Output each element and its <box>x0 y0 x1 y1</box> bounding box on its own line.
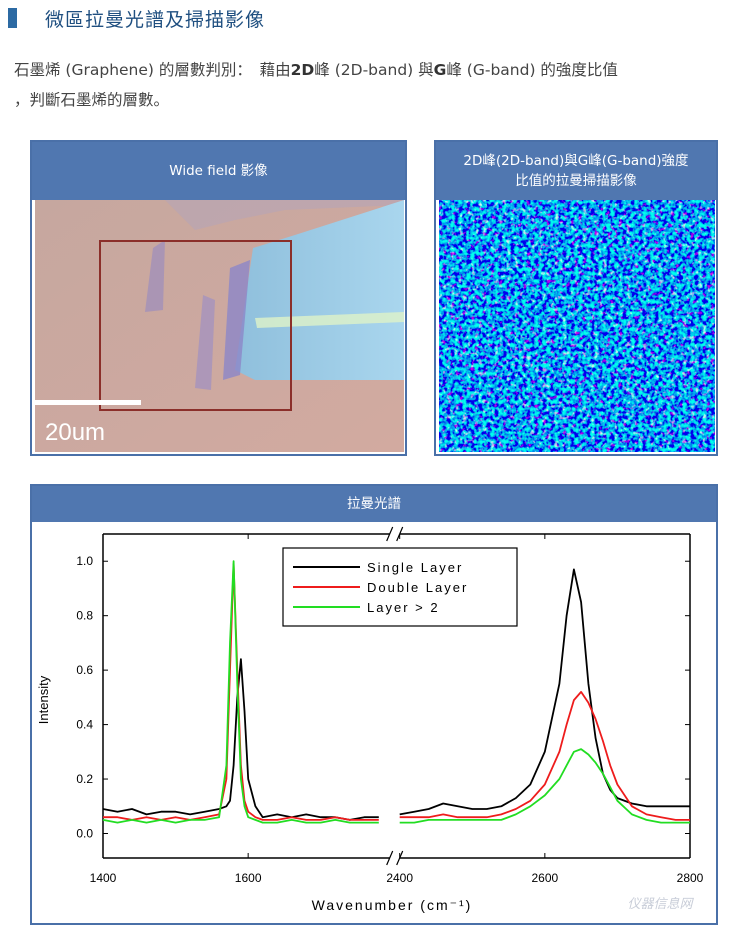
legend-label: Layer > 2 <box>367 600 440 615</box>
image-panel: 2D峰(2D-band)與G峰(G-band)強度 比值的拉曼掃描影像 <box>434 140 718 456</box>
intro-text: G <box>433 61 447 79</box>
flake <box>145 240 165 312</box>
intro-line: 石墨烯 (Graphene) 的層數判別： 藉由2D峰 (2D-band) 與G… <box>14 58 729 80</box>
scale-bar <box>35 400 141 405</box>
panel-header: 2D峰(2D-band)與G峰(G-band)強度 比值的拉曼掃描影像 <box>436 142 716 200</box>
flake <box>223 260 250 380</box>
flake-edge <box>255 312 404 328</box>
intro-text: 峰 (2D-band) 與 <box>314 61 434 79</box>
scale-label: 20um <box>45 419 105 446</box>
series-line <box>399 691 690 821</box>
flake <box>165 200 404 230</box>
map-texture <box>439 200 715 452</box>
y-axis-label: Intensity <box>36 675 51 724</box>
x-tick-label: 2600 <box>531 871 558 885</box>
intro-text: 石墨烯 (Graphene) 的層數判別： 藉由 <box>14 61 291 79</box>
panel-header: Wide field 影像 <box>32 142 405 200</box>
y-tick-label: 0.2 <box>76 772 93 786</box>
y-tick-label: 1.0 <box>76 554 93 568</box>
panel-title: 比值的拉曼掃描影像 <box>515 173 637 189</box>
panel-title: 2D峰(2D-band)與G峰(G-band)強度 <box>463 153 689 169</box>
scan-region <box>99 240 292 411</box>
axis-break <box>386 526 394 542</box>
series-line <box>399 568 690 816</box>
series-line <box>399 748 690 824</box>
intro-text: 2D <box>290 61 315 79</box>
optical-image: 20um <box>35 200 404 452</box>
x-tick-label: 2400 <box>386 871 413 885</box>
intro-text: 峰 (G-band) 的強度比值 <box>446 61 618 79</box>
axis-break <box>386 850 394 866</box>
x-tick-label: 2800 <box>677 871 704 885</box>
y-tick-label: 0.4 <box>76 718 93 732</box>
x-tick-label: 1600 <box>235 871 262 885</box>
x-axis-label: Wavenumber (cm⁻¹) <box>312 897 473 913</box>
raman-map <box>439 200 715 452</box>
x-tick-label: 1400 <box>90 871 117 885</box>
y-tick-label: 0.8 <box>76 609 93 623</box>
watermark: 仪器信息网 <box>627 896 694 911</box>
page-title: 微區拉曼光譜及掃描影像 <box>45 9 266 31</box>
y-tick-label: 0.6 <box>76 663 93 677</box>
flake <box>195 295 215 390</box>
panel-header: 拉曼光譜 <box>32 486 716 522</box>
legend-label: Double Layer <box>367 580 468 595</box>
title-marker <box>8 8 17 28</box>
intro-line: ，判斷石墨烯的層數。 <box>14 91 170 109</box>
series-line <box>102 560 379 824</box>
y-tick-label: 0.0 <box>76 826 93 840</box>
legend-label: Single Layer <box>367 560 463 575</box>
panel-title: Wide field 影像 <box>169 163 268 179</box>
panel-title: 拉曼光譜 <box>347 496 401 512</box>
series-line <box>102 658 379 821</box>
flake <box>235 200 404 380</box>
image-panel: Wide field 影像 20um <box>30 140 407 456</box>
